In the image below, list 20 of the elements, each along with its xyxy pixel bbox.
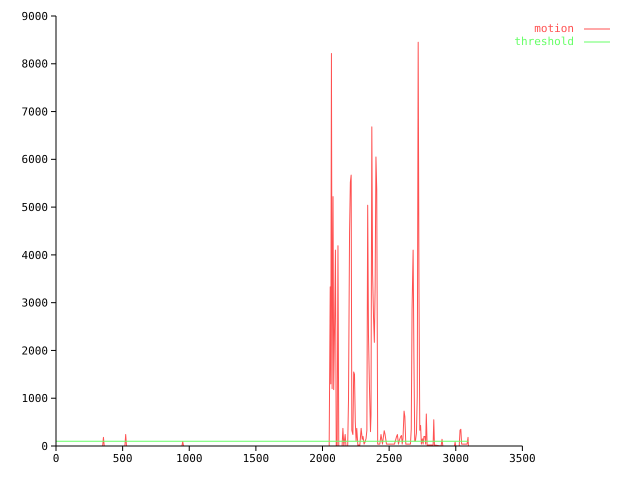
y-tick-label: 5000 xyxy=(22,201,48,214)
y-tick-label: 6000 xyxy=(22,153,48,166)
x-tick-label: 2000 xyxy=(309,452,336,465)
x-tick-label: 0 xyxy=(52,452,60,465)
y-tick-label: 3000 xyxy=(22,296,48,310)
legend-label: motion xyxy=(534,22,574,35)
y-tick-label: 7000 xyxy=(22,105,48,118)
y-tick-label: 1000 xyxy=(22,392,48,406)
x-tick-label: 500 xyxy=(112,452,133,465)
x-tick-label: 2500 xyxy=(376,452,402,465)
x-tick-label: 1500 xyxy=(242,452,270,465)
legend-label: threshold xyxy=(514,35,574,48)
y-tick-label: 8000 xyxy=(22,58,48,71)
y-tick-label: 0 xyxy=(41,440,48,453)
y-tick-label: 4000 xyxy=(22,248,48,262)
x-tick-label: 1000 xyxy=(176,452,203,465)
x-tick-label: 3000 xyxy=(442,452,470,465)
y-tick-label: 9000 xyxy=(22,10,48,23)
y-tick-label: 2000 xyxy=(22,344,48,358)
x-tick-label: 3500 xyxy=(509,452,536,465)
